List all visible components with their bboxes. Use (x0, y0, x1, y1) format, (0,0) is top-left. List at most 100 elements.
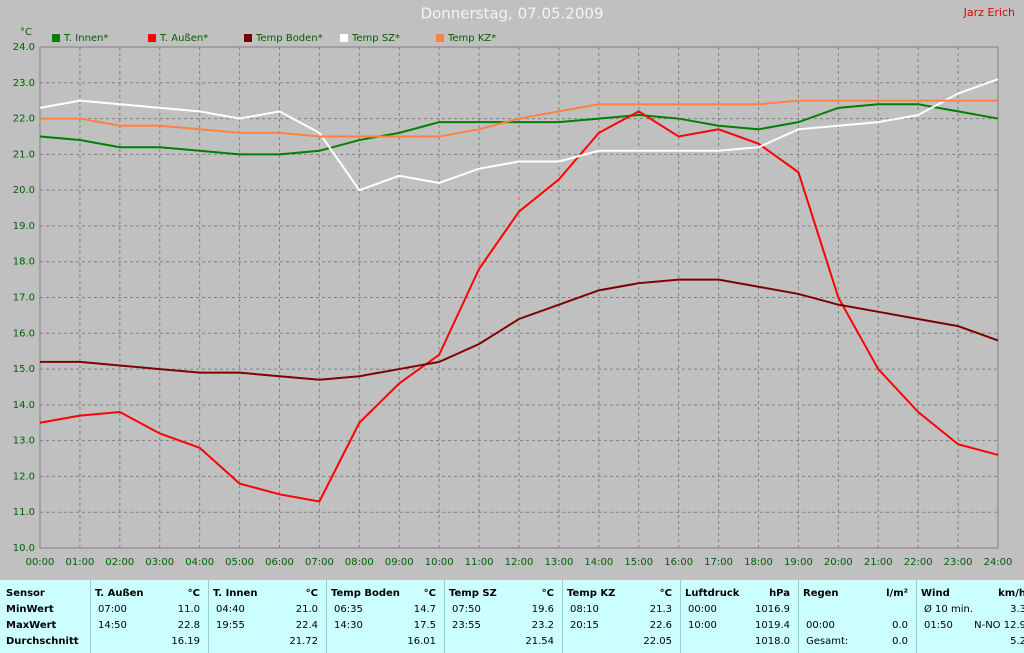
separator (208, 580, 209, 653)
group-name: Luftdruck (685, 588, 740, 599)
group-unit: °C (423, 588, 436, 599)
legend-swatch (436, 34, 444, 42)
separator (444, 580, 445, 653)
x-tick-label: 22:00 (904, 557, 933, 568)
x-tick-label: 17:00 (704, 557, 733, 568)
x-tick-label: 08:00 (345, 557, 374, 568)
x-tick-label: 09:00 (385, 557, 414, 568)
y-tick-label: 18.0 (13, 257, 35, 268)
group-name: Temp SZ (449, 588, 497, 599)
legend-label: Temp SZ* (351, 33, 400, 44)
table-cell: 1019.4 (755, 620, 790, 631)
x-tick-label: 18:00 (744, 557, 773, 568)
x-tick-label: 01:00 (66, 557, 95, 568)
y-unit: °C (20, 27, 32, 38)
legend-label: T. Außen* (159, 33, 208, 44)
table-cell: 19.6 (531, 604, 554, 615)
group-unit: °C (659, 588, 672, 599)
x-tick-label: 20:00 (824, 557, 853, 568)
row-label: MaxWert (6, 620, 57, 631)
table-cell: 1016.9 (755, 604, 790, 615)
x-tick-label: 14:00 (584, 557, 613, 568)
x-tick-label: 11:00 (465, 557, 494, 568)
legend-swatch (52, 34, 60, 42)
y-tick-label: 11.0 (13, 507, 35, 518)
y-tick-label: 16.0 (13, 328, 35, 339)
separator (326, 580, 327, 653)
table-cell: 22.05 (643, 636, 672, 647)
group-name: Regen (803, 588, 839, 599)
table-cell: 5.2 (1010, 636, 1024, 647)
x-tick-label: 00:00 (26, 557, 55, 568)
table-cell: N-NO 12.9 (974, 620, 1024, 631)
table-cell: 14:50 (98, 620, 127, 631)
series-line (40, 278, 999, 381)
corner-text: Jarz Erich (963, 6, 1015, 19)
table-cell: 07:00 (98, 604, 127, 615)
group-name: Temp KZ (567, 588, 616, 599)
group-name: Wind (921, 588, 950, 599)
series-line (39, 110, 999, 503)
x-tick-label: 07:00 (305, 557, 334, 568)
legend-swatch (148, 34, 156, 42)
x-tick-label: 21:00 (864, 557, 893, 568)
x-tick-label: 10:00 (425, 557, 454, 568)
table-cell: 14:30 (334, 620, 363, 631)
row-label: Durchschnitt (6, 636, 79, 647)
x-tick-label: 02:00 (105, 557, 134, 568)
x-tick-label: 19:00 (784, 557, 813, 568)
x-tick-label: 15:00 (624, 557, 653, 568)
x-tick-label: 05:00 (225, 557, 254, 568)
table-cell: 22.6 (649, 620, 672, 631)
legend-label: T. Innen* (63, 33, 108, 44)
table-cell: 16.19 (171, 636, 200, 647)
table-cell: 19:55 (216, 620, 245, 631)
table-cell: 23.2 (531, 620, 554, 631)
table-cell: 00:00 (688, 604, 717, 615)
legend-label: Temp KZ* (447, 33, 496, 44)
table-cell: 21.0 (295, 604, 318, 615)
legend-label: Temp Boden* (255, 33, 323, 44)
series-line (39, 103, 999, 156)
x-tick-label: 23:00 (944, 557, 973, 568)
group-name: T. Außen (95, 588, 144, 599)
table-cell: 00:00 (806, 620, 835, 631)
separator (562, 580, 563, 653)
y-tick-label: 23.0 (13, 78, 35, 89)
y-tick-label: 21.0 (13, 149, 35, 160)
group-unit: °C (541, 588, 554, 599)
separator (798, 580, 799, 653)
series-line (40, 99, 998, 138)
table-cell: 22.4 (295, 620, 318, 631)
table-cell: 1018.0 (755, 636, 790, 647)
table-cell: 0.0 (892, 620, 908, 631)
row-label: MinWert (6, 604, 54, 615)
table-cell: 06:35 (334, 604, 363, 615)
group-name: T. Innen (213, 588, 258, 599)
group-unit: l/m² (886, 588, 908, 599)
table-cell: 21.72 (289, 636, 318, 647)
table-cell: Gesamt: (806, 636, 849, 647)
series-line (39, 78, 999, 192)
table-cell: 21.3 (649, 604, 672, 615)
y-tick-label: 22.0 (13, 114, 35, 125)
group-unit: °C (187, 588, 200, 599)
x-tick-label: 04:00 (185, 557, 214, 568)
table-cell: 01:50 (924, 620, 953, 631)
table-cell: Ø 10 min. (924, 604, 973, 615)
table-cell: 22.8 (177, 620, 200, 631)
stats-table: Sensor MinWert MaxWert Durchschnitt T. Außen… (0, 580, 1024, 653)
x-tick-label: 24:00 (984, 557, 1013, 568)
table-cell: 16.01 (407, 636, 436, 647)
group-unit: °C (305, 588, 318, 599)
chart: Donnerstag, 07.05.2009 Jarz Erich °C 10.… (13, 5, 1015, 569)
table-cell: 04:40 (216, 604, 245, 615)
x-tick-label: 13:00 (545, 557, 574, 568)
separator (90, 580, 91, 653)
table-cell: 11.0 (177, 604, 200, 615)
group-name: Temp Boden (331, 588, 400, 599)
separator (916, 580, 917, 653)
y-tick-label: 13.0 (13, 436, 35, 447)
y-tick-label: 24.0 (13, 42, 35, 53)
table-cell: 10:00 (688, 620, 717, 631)
